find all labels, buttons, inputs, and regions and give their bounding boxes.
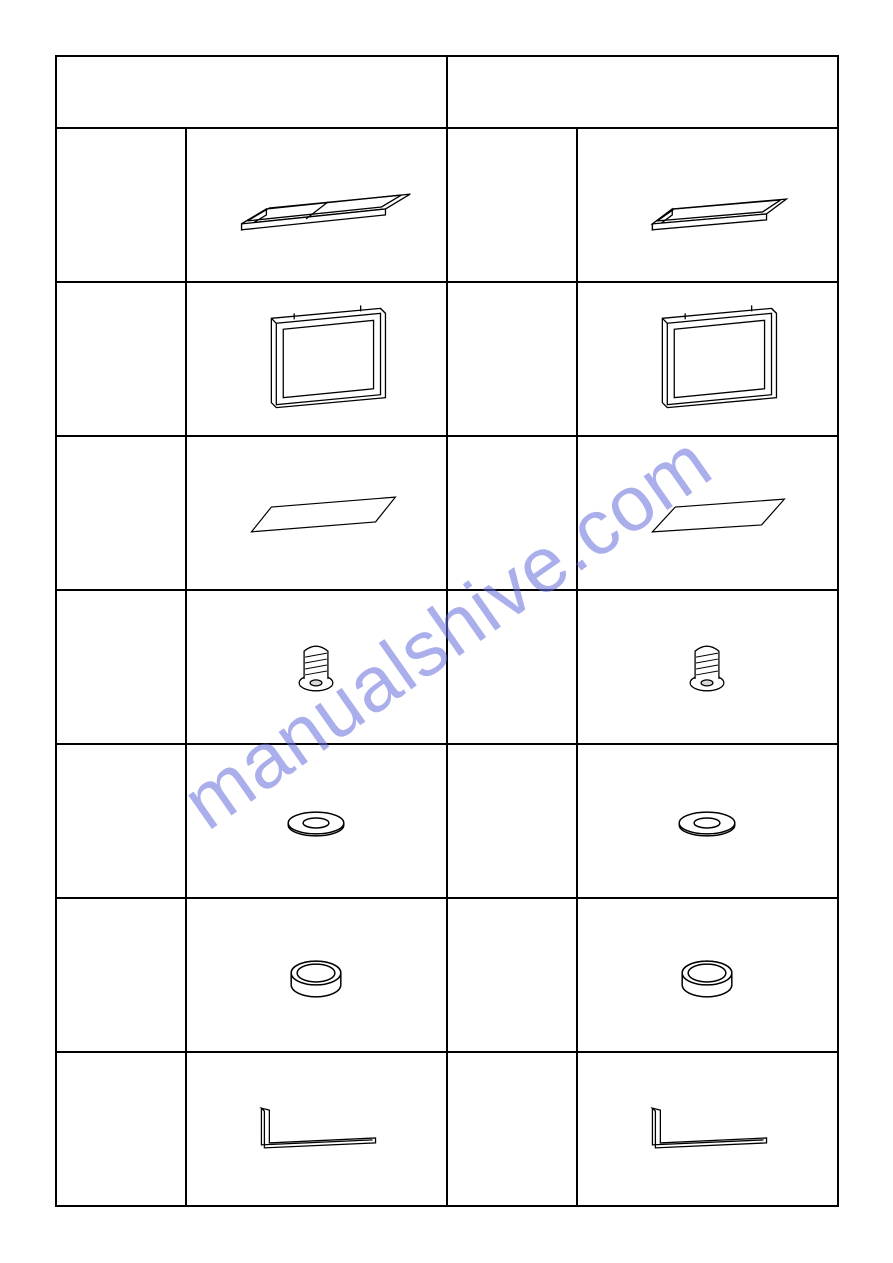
image-cell [186,282,447,436]
glass-panel-icon [187,437,446,589]
label-cell [56,898,186,1052]
glass-panel-icon [578,437,837,589]
table-row [56,744,838,898]
image-cell [577,590,838,744]
label-cell [56,436,186,590]
image-cell [577,436,838,590]
table-row [56,898,838,1052]
foot-pad-icon [187,899,446,1051]
image-cell [577,1052,838,1206]
side-frame-icon [187,283,446,435]
label-cell [56,744,186,898]
image-cell [186,1052,447,1206]
image-cell [186,898,447,1052]
label-cell [447,282,577,436]
flat-washer-icon [578,745,837,897]
label-cell [56,282,186,436]
top-frame-small-icon [578,129,837,281]
table-row [56,436,838,590]
image-cell [186,128,447,282]
header-left [56,56,447,128]
top-frame-large-icon [187,129,446,281]
image-cell [577,898,838,1052]
image-cell [186,436,447,590]
image-cell [577,282,838,436]
image-cell [186,744,447,898]
label-cell [447,898,577,1052]
header-right [447,56,838,128]
label-cell [56,590,186,744]
table-row [56,1052,838,1206]
table-row [56,590,838,744]
label-cell [447,590,577,744]
table-row [56,282,838,436]
image-cell [577,128,838,282]
label-cell [447,1052,577,1206]
hex-bolt-icon [578,591,837,743]
label-cell [447,744,577,898]
image-cell [577,744,838,898]
table-row [56,128,838,282]
page-container [55,55,838,1190]
allen-key-icon [578,1053,837,1205]
side-frame-icon [578,283,837,435]
table-header-row [56,56,838,128]
parts-table [55,55,839,1207]
hex-bolt-icon [187,591,446,743]
label-cell [56,1052,186,1206]
allen-key-icon [187,1053,446,1205]
foot-pad-icon [578,899,837,1051]
label-cell [56,128,186,282]
image-cell [186,590,447,744]
flat-washer-icon [187,745,446,897]
label-cell [447,128,577,282]
label-cell [447,436,577,590]
